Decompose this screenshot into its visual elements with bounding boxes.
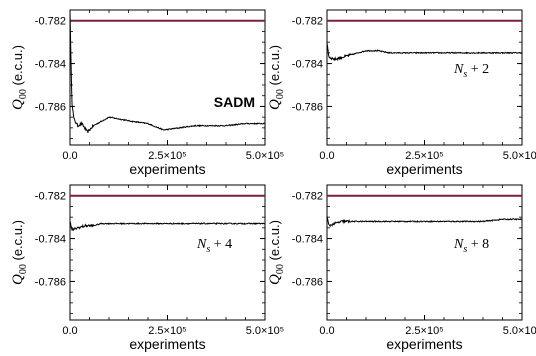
x-tick-label: 2.5×10⁵ xyxy=(405,150,444,162)
plot-frame xyxy=(326,184,523,321)
x-axis-label: experiments xyxy=(129,336,205,352)
x-tick-label: 5.0×10⁵ xyxy=(503,150,536,162)
y-axis-label: Q00 (e.c.u.) xyxy=(10,45,29,110)
x-tick-label: 0.0 xyxy=(319,325,334,337)
plot-frame xyxy=(69,184,266,321)
x-axis-label: experiments xyxy=(129,161,205,177)
chart-panel-3: -0.782 -0.784 -0.786 0.0 2.5×10⁵ 5.0×10⁵ exper… xyxy=(10,184,285,352)
y-tick-label: -0.782 xyxy=(35,16,66,28)
convergence-trace xyxy=(326,216,523,228)
convergence-trace xyxy=(326,42,523,62)
y-axis-label: Q00 (e.c.u.) xyxy=(267,45,286,110)
y-tick-label: -0.786 xyxy=(35,276,66,288)
x-tick-label: 5.0×10⁵ xyxy=(503,325,536,337)
x-tick-label: 5.0×10⁵ xyxy=(246,325,285,337)
y-tick-label: -0.786 xyxy=(35,101,66,113)
x-tick-label: 0.0 xyxy=(319,150,334,162)
x-tick-label: 0.0 xyxy=(62,150,77,162)
y-tick-label: -0.786 xyxy=(292,101,323,113)
y-tick-label: -0.786 xyxy=(292,276,323,288)
x-tick-label: 2.5×10⁵ xyxy=(405,325,444,337)
x-tick-label: 5.0×10⁵ xyxy=(246,150,285,162)
x-tick-label: 0.0 xyxy=(62,325,77,337)
x-axis-label: experiments xyxy=(386,161,462,177)
panel-annotation: Ns + 4 xyxy=(196,237,232,255)
plot-frame xyxy=(326,9,523,146)
y-tick-label: -0.784 xyxy=(292,234,323,246)
y-axis-label: Q00 (e.c.u.) xyxy=(10,220,29,285)
y-tick-label: -0.784 xyxy=(292,59,323,71)
panel-annotation: SADM xyxy=(214,94,255,110)
convergence-trace xyxy=(69,221,266,232)
y-tick-label: -0.782 xyxy=(292,191,323,203)
chart-panel-1: -0.782 -0.784 -0.786 0.0 2.5×10⁵ 5.0×10⁵ exper… xyxy=(10,9,285,177)
x-tick-label: 2.5×10⁵ xyxy=(148,325,187,337)
chart-panel-2: -0.782 -0.784 -0.786 0.0 2.5×10⁵ 5.0×10⁵ exper… xyxy=(267,9,536,177)
convergence-trace xyxy=(69,11,266,133)
y-tick-label: -0.784 xyxy=(35,59,66,71)
y-tick-label: -0.784 xyxy=(35,234,66,246)
chart-panel-4: -0.782 -0.784 -0.786 0.0 2.5×10⁵ 5.0×10⁵ exper… xyxy=(267,184,536,352)
panel-annotation: Ns + 2 xyxy=(453,62,489,80)
panel-annotation: Ns + 8 xyxy=(453,237,489,255)
y-tick-label: -0.782 xyxy=(35,191,66,203)
y-tick-label: -0.782 xyxy=(292,16,323,28)
y-axis-label: Q00 (e.c.u.) xyxy=(267,220,286,285)
x-tick-label: 2.5×10⁵ xyxy=(148,150,187,162)
x-axis-label: experiments xyxy=(386,336,462,352)
